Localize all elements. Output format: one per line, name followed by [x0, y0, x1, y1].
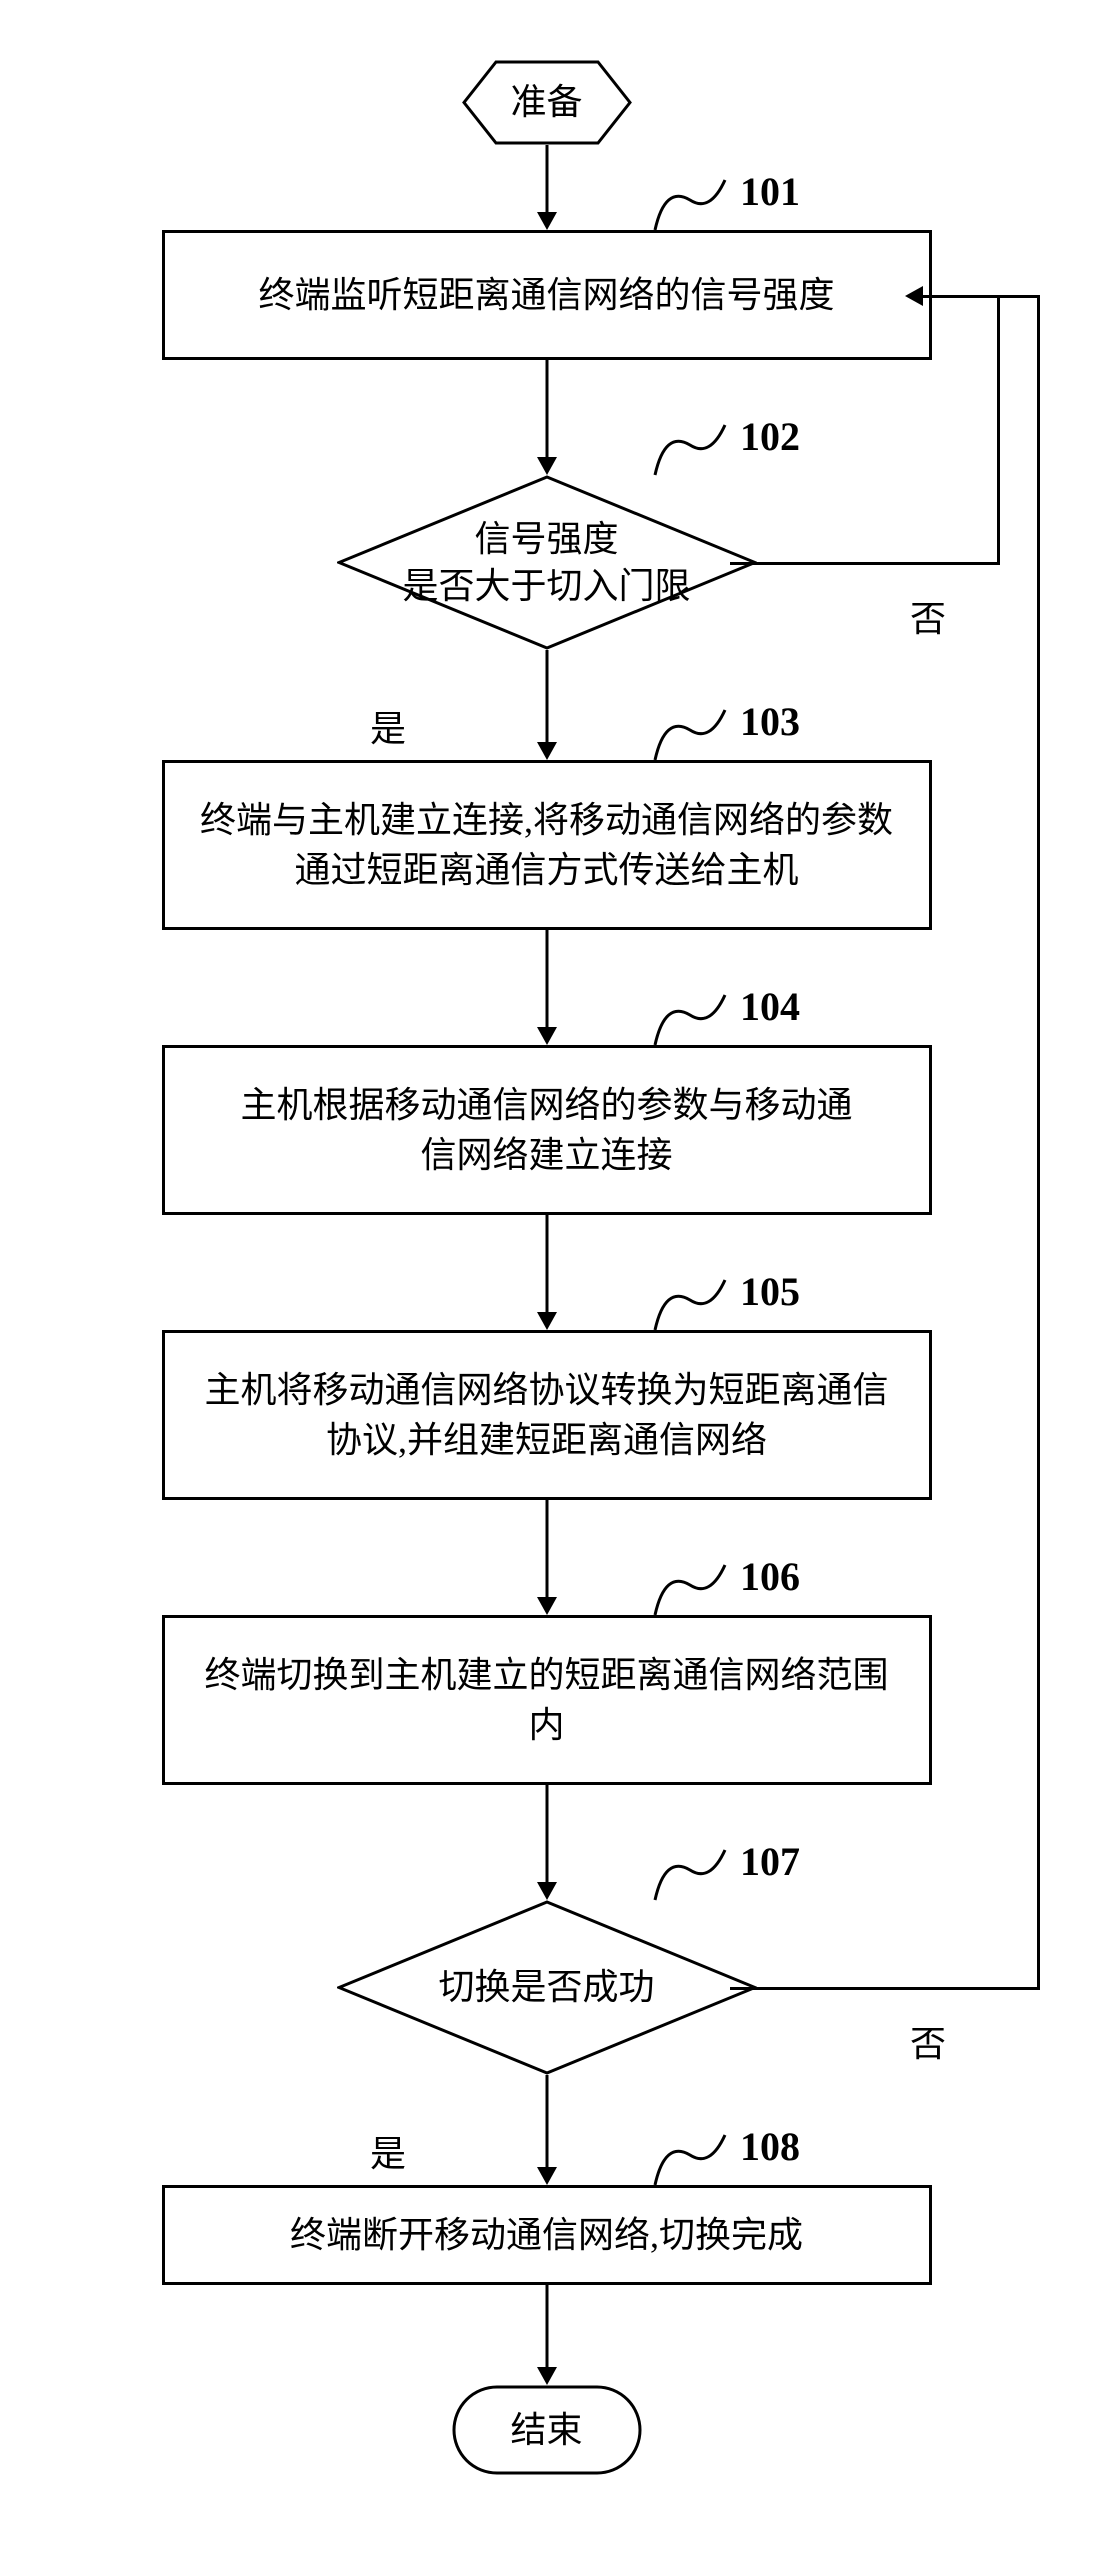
end-label: 结束 [452, 2385, 642, 2475]
branch-yes-107: 是 [370, 2125, 406, 2177]
process-108: 终端断开移动通信网络,切换完成 [162, 2185, 932, 2285]
arrow-h-join [1000, 295, 1040, 298]
step-label-106: 106 [740, 1553, 800, 1600]
arrow-h [923, 295, 1000, 298]
step-label-101: 101 [740, 168, 800, 215]
step-label-103: 103 [740, 698, 800, 745]
arrowhead-left [905, 286, 923, 306]
decision-102: 信号强度 是否大于切入门限 [337, 475, 757, 650]
process-106: 终端切换到主机建立的短距离通信网络范围内 [162, 1615, 932, 1785]
process-104: 主机根据移动通信网络的参数与移动通信网络建立连接 [162, 1045, 932, 1215]
arrow [545, 930, 548, 1027]
arrowhead [537, 1027, 557, 1045]
arrow [545, 1500, 548, 1597]
process-104-text: 主机根据移动通信网络的参数与移动通信网络建立连接 [225, 1080, 869, 1181]
arrowhead [537, 2367, 557, 2385]
start-label: 准备 [462, 60, 632, 145]
arrow [545, 1215, 548, 1312]
arrow [545, 650, 548, 742]
arrowhead [537, 742, 557, 760]
arrowhead [537, 212, 557, 230]
branch-yes-102: 是 [370, 700, 406, 752]
arrow-h [730, 1987, 1040, 1990]
process-101: 终端监听短距离通信网络的信号强度 [162, 230, 932, 360]
decision-102-line1: 信号强度 [402, 516, 690, 563]
arrow [545, 360, 548, 457]
decision-107-text: 切换是否成功 [438, 1964, 654, 2011]
process-103: 终端与主机建立连接,将移动通信网络的参数通过短距离通信方式传送给主机 [162, 760, 932, 930]
process-108-text: 终端断开移动通信网络,切换完成 [290, 2210, 803, 2260]
branch-no-102: 否 [910, 590, 946, 642]
step-label-107: 107 [740, 1838, 800, 1885]
decision-102-line2: 是否大于切入门限 [402, 563, 690, 610]
step-label-108: 108 [740, 2123, 800, 2170]
branch-no-107: 否 [910, 2015, 946, 2067]
flowchart-container: 准备 101 终端监听短距离通信网络的信号强度 102 信号强度 是否大于切入门… [40, 60, 1053, 2480]
process-105-text: 主机将移动通信网络协议转换为短距离通信协议,并组建短距离通信网络 [195, 1365, 899, 1466]
arrow-v-right [997, 295, 1000, 565]
arrowhead [537, 2167, 557, 2185]
process-103-text: 终端与主机建立连接,将移动通信网络的参数通过短距离通信方式传送给主机 [195, 795, 899, 896]
arrowhead [537, 457, 557, 475]
process-106-text: 终端切换到主机建立的短距离通信网络范围内 [205, 1650, 889, 1751]
decision-107: 切换是否成功 [337, 1900, 757, 2075]
arrowhead [537, 1312, 557, 1330]
arrow [545, 2075, 548, 2167]
arrow [545, 1785, 548, 1882]
arrow [545, 145, 548, 212]
arrow-v-right-long [1037, 295, 1040, 1990]
step-label-105: 105 [740, 1268, 800, 1315]
process-105: 主机将移动通信网络协议转换为短距离通信协议,并组建短距离通信网络 [162, 1330, 932, 1500]
arrowhead [537, 1882, 557, 1900]
arrowhead [537, 1597, 557, 1615]
process-101-text: 终端监听短距离通信网络的信号强度 [258, 270, 834, 320]
arrow-h [730, 562, 1000, 565]
arrow [545, 2285, 548, 2367]
step-label-102: 102 [740, 413, 800, 460]
step-label-104: 104 [740, 983, 800, 1030]
